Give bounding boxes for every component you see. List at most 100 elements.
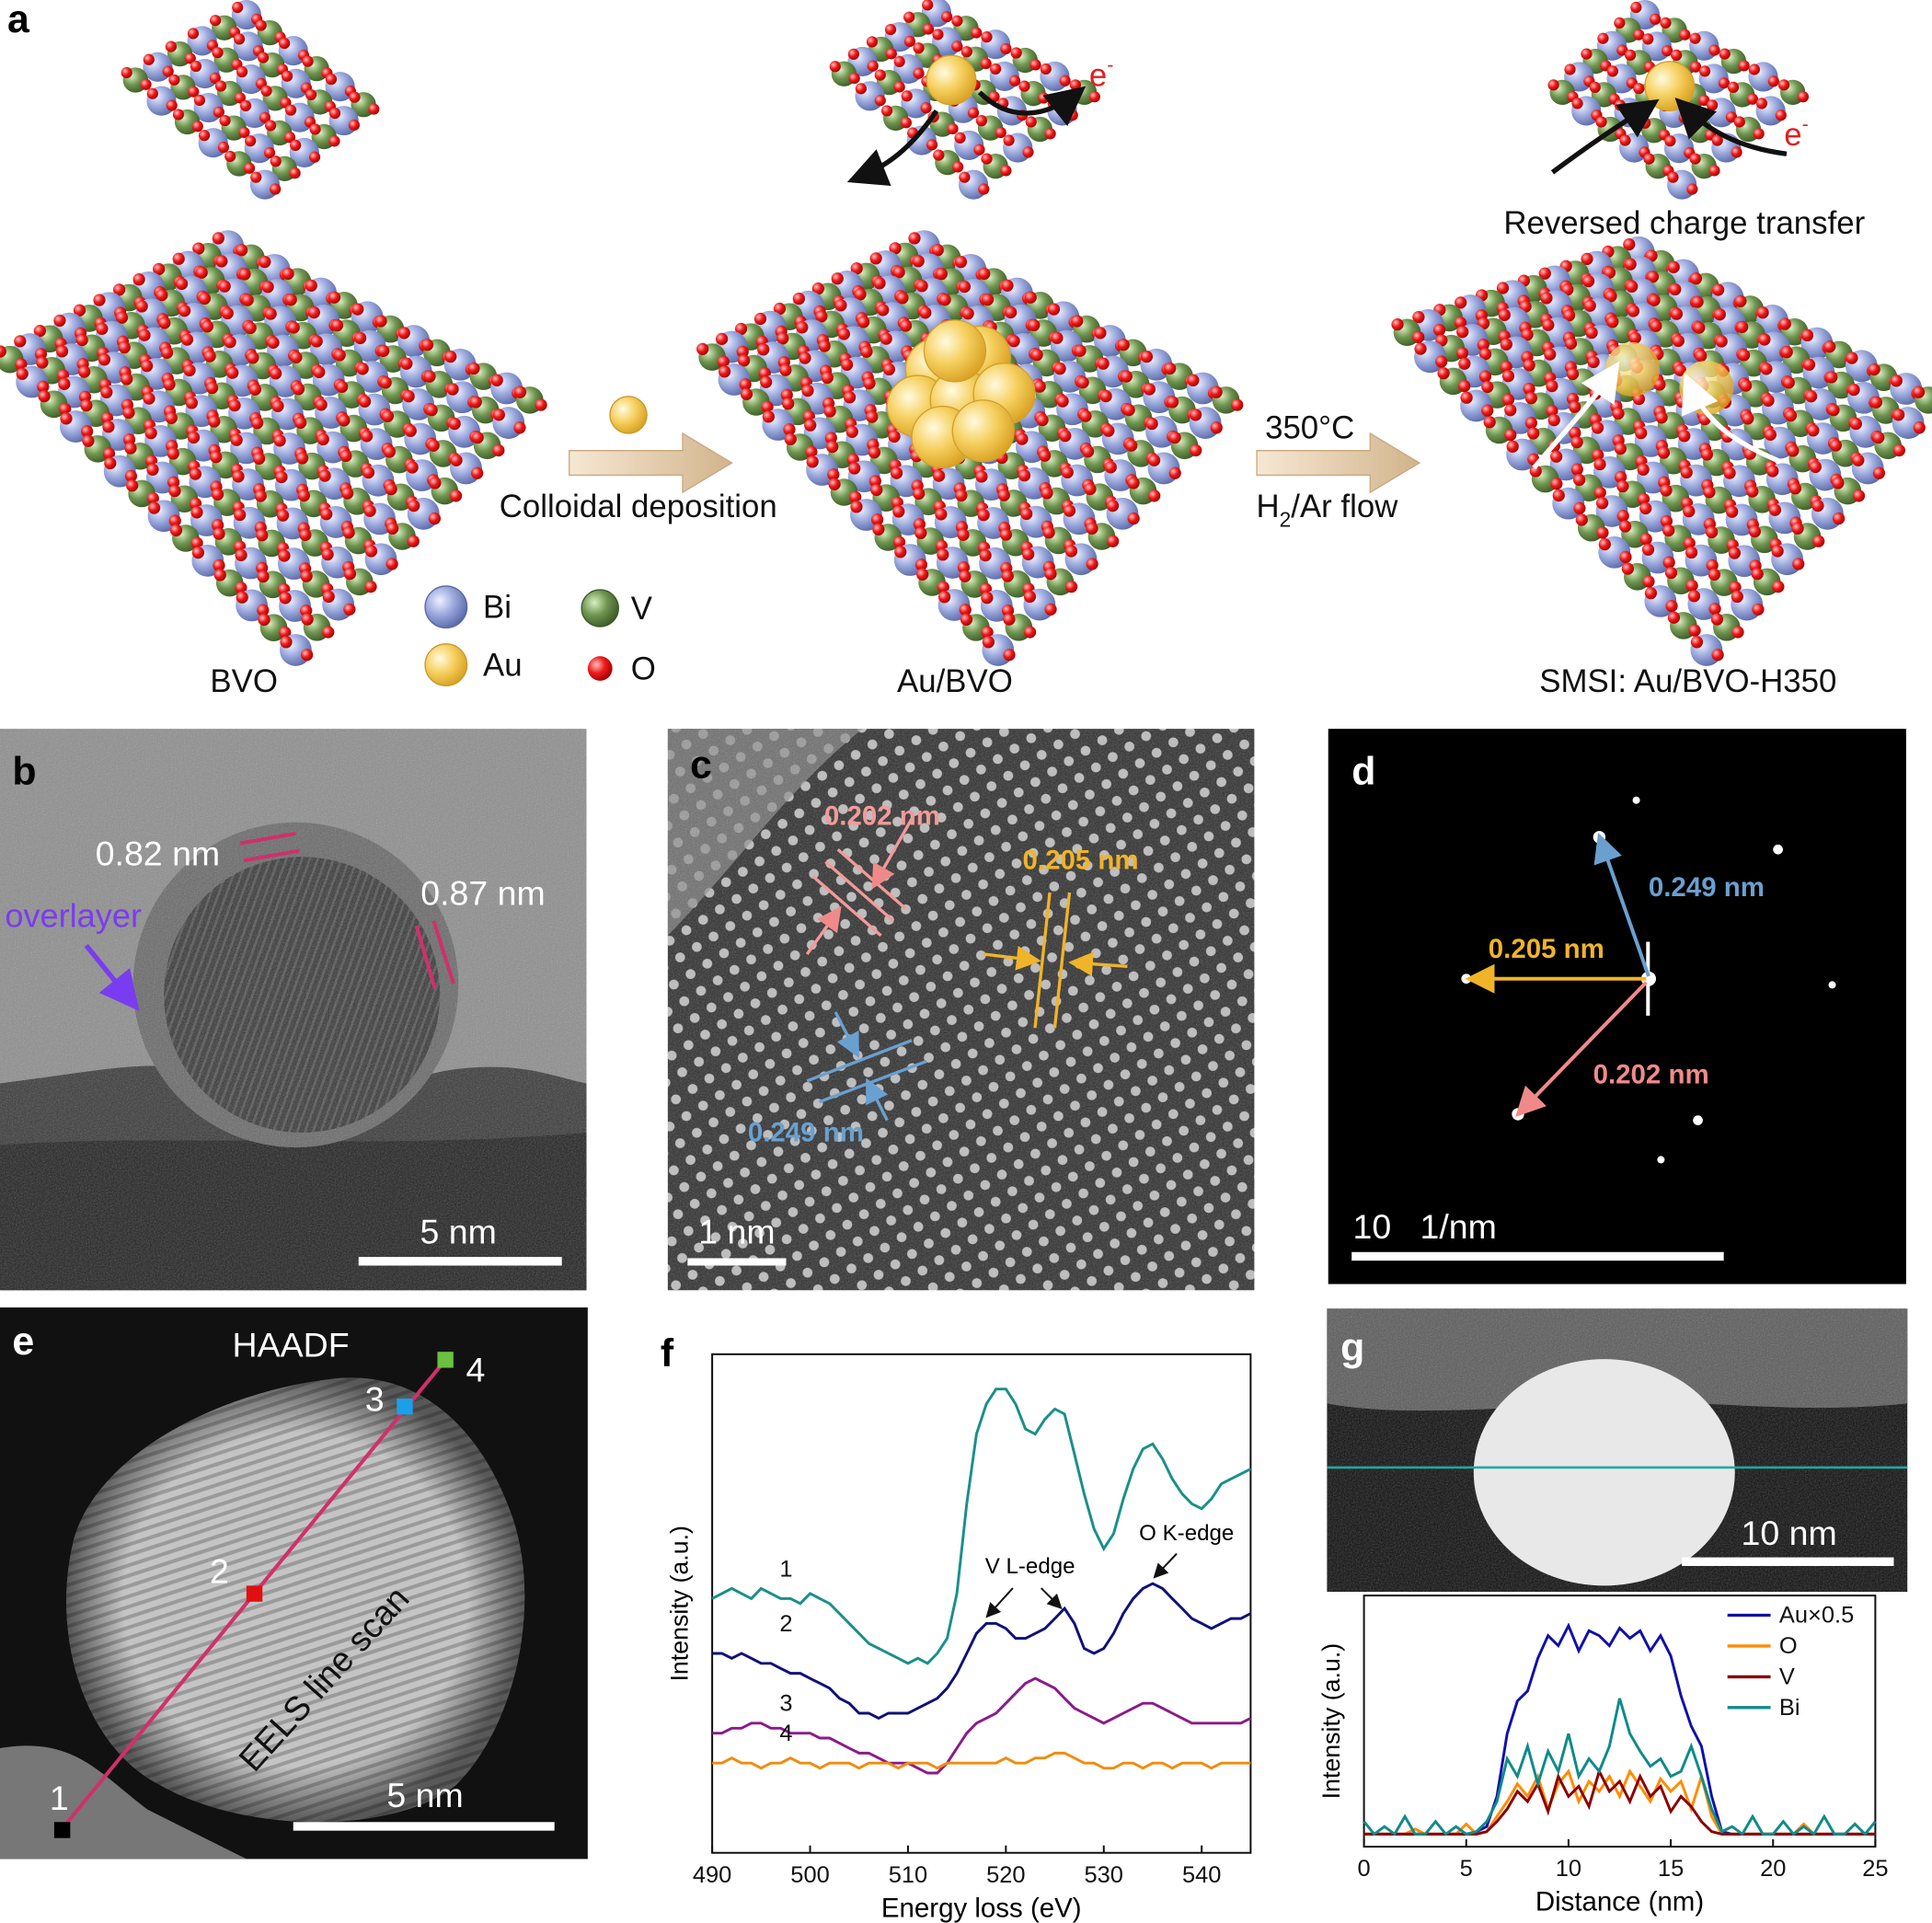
o-atom [198, 130, 211, 142]
o-atom [513, 421, 526, 434]
o-atom [753, 312, 767, 326]
annotation: V L-edge [985, 1554, 1075, 1579]
o-atom [471, 466, 484, 479]
o-atom [236, 591, 248, 604]
o-atom [870, 483, 883, 497]
o-atom [1616, 479, 1629, 493]
o-atom [168, 484, 181, 498]
o-atom [1772, 581, 1785, 593]
o-atom [903, 35, 916, 48]
o-atom [1746, 485, 1759, 498]
o-atom [118, 340, 131, 354]
x-tick-label: 500 [790, 1862, 829, 1888]
o-atom [290, 351, 303, 363]
o-atom [1523, 382, 1535, 396]
o-atom [140, 78, 152, 90]
o-atom [1546, 379, 1558, 393]
panel-a: a Colloidal deposition 350°C H2/Ar flow … [7, 0, 1866, 699]
o-atom [213, 569, 226, 582]
o-atom [449, 489, 463, 502]
scale-label: 1 nm [698, 1212, 775, 1250]
o-atom [1614, 99, 1627, 111]
o-atom [1086, 558, 1098, 570]
o-atom [1758, 333, 1771, 346]
text: e [1089, 58, 1107, 94]
o-atom [999, 528, 1013, 541]
o-atom [922, 23, 935, 35]
o-atom [492, 409, 505, 421]
o-atom [252, 452, 266, 465]
scan-point [246, 1585, 263, 1602]
o-atom [102, 447, 116, 460]
o-atom [849, 490, 862, 503]
o-atom [958, 281, 972, 294]
o-atom [1500, 361, 1512, 374]
o-atom [1664, 135, 1676, 147]
o-atom [1712, 283, 1725, 296]
o-atom [1616, 44, 1628, 56]
o-atom [1624, 258, 1637, 271]
x-tick-label: 510 [889, 1862, 927, 1888]
o-atom [230, 433, 243, 446]
o-atom [1038, 92, 1050, 104]
o-atom [191, 547, 204, 559]
o-atom [978, 183, 990, 195]
o-atom [267, 336, 280, 349]
o-atom [270, 367, 282, 380]
o-atom [189, 467, 201, 480]
o-atom [146, 492, 159, 505]
o-atom [796, 321, 809, 334]
o-atom [163, 378, 176, 391]
o-atom [143, 53, 155, 65]
o-atom [973, 144, 985, 155]
o-atom [1737, 349, 1751, 362]
o-atom [1007, 335, 1020, 348]
o-atom [850, 262, 863, 275]
y-axis-label: Intensity (a.u.) [665, 1526, 693, 1682]
o-atom [1003, 649, 1016, 662]
o-atom [888, 430, 901, 443]
o-atom [1693, 321, 1706, 334]
o-atom [1231, 398, 1244, 411]
o-atom [1639, 117, 1651, 129]
o-atom [349, 91, 361, 103]
o-atom [400, 357, 413, 370]
legend-swatch [587, 656, 613, 681]
o-atom [1020, 507, 1033, 521]
o-atom [1615, 470, 1627, 484]
o-atom [1573, 473, 1586, 487]
o-atom [191, 121, 203, 132]
o-atom [279, 37, 291, 50]
o-atom [180, 333, 194, 346]
o-atom [297, 489, 310, 502]
scale-bar [358, 1257, 562, 1266]
o-atom [185, 397, 199, 409]
o-atom [981, 293, 995, 306]
caption: SMSI: Au/BVO-H350 [1539, 663, 1836, 699]
o-atom [235, 548, 247, 561]
o-atom [1498, 308, 1511, 321]
o-atom [1727, 81, 1740, 93]
o-atom [1775, 109, 1787, 121]
o-atom [1832, 512, 1846, 525]
o-atom [1061, 466, 1074, 478]
caption: BVO [210, 663, 278, 699]
o-atom [1391, 317, 1404, 331]
o-atom [368, 103, 380, 115]
o-atom [1506, 440, 1519, 453]
o-atom [155, 289, 168, 302]
o-atom [1455, 347, 1469, 360]
o-atom [328, 135, 340, 147]
o-atom [322, 590, 335, 604]
o-atom [338, 414, 351, 427]
fringe-marks [806, 1011, 927, 1122]
fringe-marks [805, 817, 914, 955]
fringe-mark [431, 920, 455, 985]
o-atom [1597, 32, 1609, 44]
o-atom [153, 262, 166, 276]
legend-swatch [424, 585, 468, 629]
o-atom [1478, 348, 1492, 361]
o-atom [245, 135, 257, 147]
overlayer-label: overlayer [5, 897, 142, 935]
o-atom [866, 410, 879, 423]
